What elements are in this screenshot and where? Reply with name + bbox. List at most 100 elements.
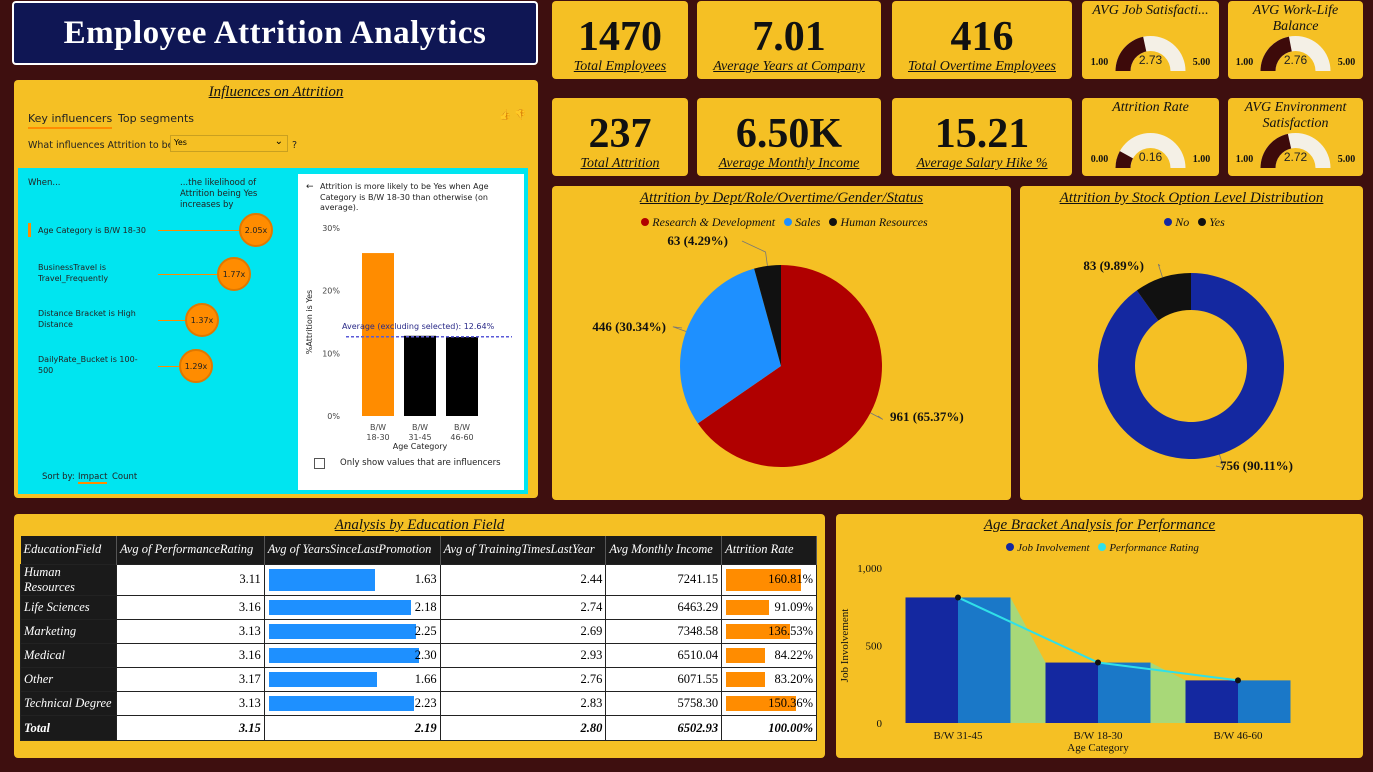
performance-bar[interactable] [958, 597, 1011, 723]
pie-slice[interactable] [754, 265, 781, 366]
table-row[interactable]: Technical Degree 3.13 2.23 2.83 5758.30 150.3… [20, 691, 817, 717]
average-label: Average (excluding selected): 12.64% [342, 322, 495, 331]
kpi-total-employees[interactable]: 1470 Total Employees [552, 1, 688, 79]
column-header[interactable]: Avg Monthly Income [605, 536, 723, 564]
thumbs-up-icon[interactable]: 👍 [499, 110, 512, 121]
influencer-factor-bubble[interactable]: 1.77x [217, 257, 251, 291]
influencers-only-checkbox[interactable] [314, 458, 325, 469]
thumbs-down-icon[interactable]: 👎 [514, 110, 527, 121]
y-tick-label: 500 [866, 641, 883, 653]
line-point[interactable] [1235, 677, 1241, 684]
attrition-data-bar [726, 623, 790, 639]
gauge-work-life-balance[interactable]: AVG Work-Life Balance 2.76 1.00 5.00 [1228, 1, 1363, 79]
table-cell: 136.53% [721, 618, 817, 644]
legend-label[interactable]: Performance Rating [1109, 542, 1199, 554]
gauge-max: 5.00 [1338, 57, 1356, 68]
column-header[interactable]: Avg of TrainingTimesLastYear [440, 536, 607, 564]
legend-label[interactable]: Yes [1209, 215, 1225, 229]
sort-count-button[interactable]: Count [112, 472, 138, 482]
kpi-label: Average Monthly Income [718, 156, 860, 171]
influencer-label: DailyRate_Bucket is 100-500 [38, 355, 138, 375]
legend-label[interactable]: No [1175, 215, 1190, 229]
influencer-factor-bubble[interactable]: 1.29x [179, 349, 213, 383]
gauge-environment-satisfaction[interactable]: AVG Environment Satisfaction 2.72 1.00 5.0… [1228, 98, 1363, 176]
y-tick-label: 1,000 [857, 563, 882, 575]
performance-bar[interactable] [1238, 680, 1291, 723]
dept-pie-chart[interactable]: 961 (65.37%) 446 (30.34%) 63 (4.29%) [552, 230, 1011, 500]
sort-impact-button[interactable]: Impact [78, 472, 108, 484]
pie-slice[interactable] [1098, 273, 1284, 459]
cell-value: 2.76 [580, 672, 603, 687]
legend-label[interactable]: Human Resources [840, 215, 928, 229]
pie-slice[interactable] [1136, 273, 1191, 321]
column-header[interactable]: Avg of YearsSinceLastPromotion [264, 536, 441, 564]
influencer-item[interactable]: Distance Bracket is High Distance 1.37x [18, 303, 288, 337]
cell-value: 3.16 [238, 599, 261, 614]
line-point[interactable] [1095, 659, 1101, 666]
kpi-label: Total Attrition [580, 156, 660, 171]
gauge-svg: 2.76 1.00 5.00 [1236, 36, 1356, 71]
influencer-item[interactable]: BusinessTravel is Travel_Frequently 1.77x [18, 257, 288, 291]
kpi-average-years[interactable]: 7.01 Average Years at Company [697, 1, 881, 79]
table-cell: 83.20% [721, 667, 817, 693]
influencer-item[interactable]: Age Category is B/W 18-30 2.05x [18, 213, 288, 247]
job-involvement-bar[interactable] [1045, 662, 1099, 723]
influencer-factor-bubble[interactable]: 1.37x [185, 303, 219, 337]
kpi-salary-hike[interactable]: 15.21 Average Salary Hike % [892, 98, 1072, 176]
y-tick-label: 0% [327, 412, 340, 421]
kpi-total-attrition[interactable]: 237 Total Attrition [552, 98, 688, 176]
kpi-value: 15.21 [934, 111, 1030, 157]
column-header[interactable]: EducationField [20, 536, 117, 564]
back-arrow-icon[interactable]: ← [306, 182, 314, 192]
table-row[interactable]: Medical 3.16 2.30 2.93 6510.04 84.22% [20, 642, 817, 669]
chart-title: Age Bracket Analysis for Performance [983, 517, 1216, 533]
tab-key-influencers[interactable]: Key influencers [28, 112, 113, 129]
kpi-monthly-income[interactable]: 6.50K Average Monthly Income [697, 98, 881, 176]
education-field-cell: Medical [20, 642, 117, 669]
pie-slice[interactable] [697, 265, 882, 467]
factor-value: 2.05x [244, 225, 268, 235]
education-table-card: Analysis by Education Field EducationFie… [14, 514, 825, 758]
kpi-value: 237 [588, 111, 652, 157]
pie-slice[interactable] [680, 268, 781, 424]
tab-top-segments[interactable]: Top segments [118, 112, 195, 125]
checkbox-label: Only show values that are influencers [340, 458, 501, 468]
x-tick-label: B/W 18-30 [1074, 730, 1123, 742]
cell-value: 3.17 [238, 672, 261, 687]
slice-data-label: 446 (30.34%) [592, 319, 666, 334]
influencer-bar[interactable] [446, 337, 478, 416]
influencer-item[interactable]: DailyRate_Bucket is 100-500 1.29x [18, 349, 288, 383]
kpi-overtime-employees[interactable]: 416 Total Overtime Employees [892, 1, 1072, 79]
attrition-value-select[interactable]: Yes ⌄ [170, 135, 288, 152]
gauge-attrition-rate[interactable]: Attrition Rate 0.16 0.00 1.00 [1082, 98, 1219, 176]
influencer-line [158, 230, 240, 231]
legend-label[interactable]: Sales [795, 215, 821, 229]
influencer-bar[interactable] [362, 253, 394, 416]
legend-label[interactable]: Job Involvement [1017, 542, 1090, 554]
gauge-job-satisfaction[interactable]: AVG Job Satisfacti... 2.73 1.00 5.00 [1082, 1, 1219, 79]
kpi-value: 416 [950, 14, 1014, 60]
cell-value: 3.11 [239, 572, 261, 586]
column-header[interactable]: Avg of PerformanceRating [116, 536, 265, 564]
influencer-factor-bubble[interactable]: 2.05x [239, 213, 273, 247]
gauge-min: 1.00 [1236, 57, 1254, 68]
stock-donut-chart[interactable]: 756 (90.11%) 83 (9.89%) [1020, 230, 1363, 500]
table-cell: 91.09% [721, 594, 817, 620]
influencer-bar[interactable] [404, 335, 436, 416]
age-combo-chart[interactable]: 1,000 500 0 Job Involvement B/W 31-45 B/W 18-… [836, 558, 1363, 758]
line-point[interactable] [955, 594, 961, 601]
table-row[interactable]: Other 3.17 1.66 2.76 6071.55 83.20% [20, 667, 817, 693]
kpi-label: Total Employees [573, 59, 667, 74]
performance-bar[interactable] [1098, 662, 1151, 723]
legend-label[interactable]: Research & Development [652, 215, 776, 229]
job-involvement-bar[interactable] [905, 597, 959, 723]
legend-dot-hr [829, 218, 838, 226]
cell-value: 6463.29 [677, 599, 719, 614]
table-row[interactable]: Human Resources 3.11 1.63 2.44 7241.15 160.81… [20, 563, 817, 596]
dept-attrition-chart-card: Attrition by Dept/Role/Overtime/Gender/S… [552, 186, 1011, 500]
table-row[interactable]: Life Sciences 3.16 2.18 2.74 6463.29 91.09% [20, 594, 817, 620]
table-row[interactable]: Marketing 3.13 2.25 2.69 7348.58 136.53% [20, 618, 817, 644]
gauge-fill [1115, 151, 1133, 168]
column-header[interactable]: Attrition Rate [721, 536, 817, 564]
job-involvement-bar[interactable] [1185, 680, 1239, 723]
